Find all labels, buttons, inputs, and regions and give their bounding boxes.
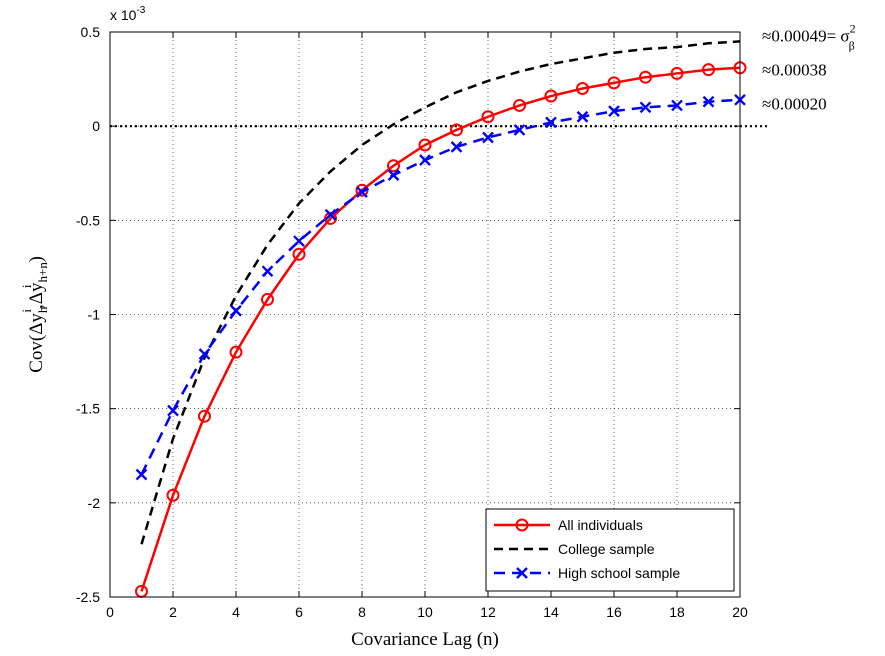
series-college-sample (140, 40, 741, 545)
x-tick-label: 20 (732, 604, 748, 620)
series-line-high-school-sample (140, 98, 741, 476)
data-point-high-school-sample (702, 95, 715, 108)
x-tick-label: 2 (169, 604, 177, 620)
legend-label: All individuals (558, 517, 643, 533)
annotation-college-limit: ≈0.00049= σ2 β (762, 21, 856, 52)
x-tick-label: 10 (417, 604, 433, 620)
data-point-high-school-sample (450, 141, 463, 153)
data-point-high-school-sample (135, 468, 148, 481)
data-point-high-school-sample (261, 265, 274, 278)
y-tick-label: -1 (88, 307, 101, 323)
x-tick-label: 12 (480, 604, 496, 620)
data-point-high-school-sample (608, 105, 620, 117)
y-axis-exponent-power: -3 (136, 5, 145, 16)
y-tick-label: -0.5 (76, 212, 100, 228)
legend-marker (516, 567, 528, 579)
y-axis-label-sup1: i (19, 309, 34, 313)
data-point-all-individuals (481, 110, 495, 124)
y-axis-label-mid: ,Δy (26, 282, 47, 309)
legend-marker (515, 518, 529, 532)
data-point-all-individuals (670, 66, 684, 80)
data-point-high-school-sample (545, 116, 557, 129)
data-point-all-individuals (702, 63, 715, 77)
annotation-sigma-sup: 2 (850, 21, 856, 35)
data-point-high-school-sample (639, 101, 652, 114)
data-point-high-school-sample (513, 124, 526, 136)
y-axis: -2.5 -2 -1.5 -1 -0.5 0 0.5 (76, 24, 740, 605)
annotation-sigma-sub: β (849, 38, 855, 52)
series-high-school-sample (135, 93, 746, 481)
legend-item-college-sample: College sample (494, 541, 655, 557)
annotation-college-limit-text: ≈0.00049= σ (762, 26, 850, 45)
x-axis-label: Covariance Lag (n) (351, 629, 499, 650)
data-point-all-individuals (576, 82, 589, 95)
y-axis-label-sup2: i (19, 284, 34, 288)
y-tick-label: -2 (88, 495, 101, 511)
x-tick-label: 8 (358, 604, 366, 620)
x-tick-label: 16 (606, 604, 622, 620)
data-point-high-school-sample (198, 348, 211, 360)
y-axis-exponent-base: x 10 (110, 7, 137, 23)
y-tick-label: 0.5 (81, 24, 101, 40)
data-point-high-school-sample (167, 404, 179, 417)
data-point-all-individuals (166, 488, 180, 502)
data-point-high-school-sample (419, 154, 431, 166)
data-point-all-individuals (261, 292, 274, 306)
legend: All individuals College sample High school… (485, 508, 735, 592)
data-point-high-school-sample (230, 304, 242, 317)
legend-item-high-school-sample: High school sample (494, 565, 680, 581)
data-point-all-individuals (513, 98, 526, 112)
y-axis-label-suffix: ) (26, 256, 47, 262)
x-tick-label: 14 (543, 604, 559, 620)
data-point-all-individuals (292, 247, 306, 261)
legend-label: High school sample (558, 565, 680, 581)
data-point-all-individuals (544, 89, 558, 103)
x-tick-label: 4 (232, 604, 240, 620)
legend-item-all-individuals: All individuals (494, 517, 643, 533)
data-point-high-school-sample (482, 131, 494, 144)
x-tick-label: 18 (669, 604, 685, 620)
data-point-all-individuals (229, 345, 243, 359)
data-point-all-individuals (450, 123, 463, 137)
series-line-college-sample (140, 40, 741, 545)
data-point-high-school-sample (387, 169, 400, 181)
data-point-high-school-sample (324, 208, 337, 221)
y-axis-label-sub1: h (35, 306, 50, 313)
data-point-all-individuals (387, 159, 400, 173)
annotation-highschool-limit: ≈0.00020 (762, 94, 827, 113)
y-tick-label: -2.5 (76, 589, 100, 605)
data-point-high-school-sample (671, 99, 683, 112)
annotations: ≈0.00049= σ2 β ≈0.00038 ≈0.00020 (762, 21, 856, 113)
data-point-all-individuals (198, 409, 211, 423)
y-axis-exponent: x 10-3 (110, 5, 146, 23)
data-point-high-school-sample (293, 235, 305, 247)
annotation-all-limit: ≈0.00038 (762, 61, 827, 80)
y-axis-label-prefix: Cov(Δy (26, 313, 47, 373)
data-point-all-individuals (639, 70, 652, 84)
legend-label: College sample (558, 541, 655, 557)
y-axis-label-sub2: h+n (35, 262, 50, 283)
y-tick-label: -1.5 (76, 401, 100, 417)
data-point-all-individuals (418, 138, 432, 152)
y-tick-label: 0 (92, 118, 100, 134)
data-point-high-school-sample (356, 186, 368, 198)
x-axis: 0 2 4 6 8 10 12 14 16 18 20 (106, 32, 748, 620)
data-point-high-school-sample (576, 110, 589, 123)
data-point-all-individuals (607, 76, 621, 90)
data-point-all-individuals (324, 211, 337, 225)
x-tick-label: 0 (106, 604, 114, 620)
y-axis-label: Cov(Δyhi,Δyh+ni) (19, 256, 50, 373)
x-tick-label: 6 (295, 604, 303, 620)
